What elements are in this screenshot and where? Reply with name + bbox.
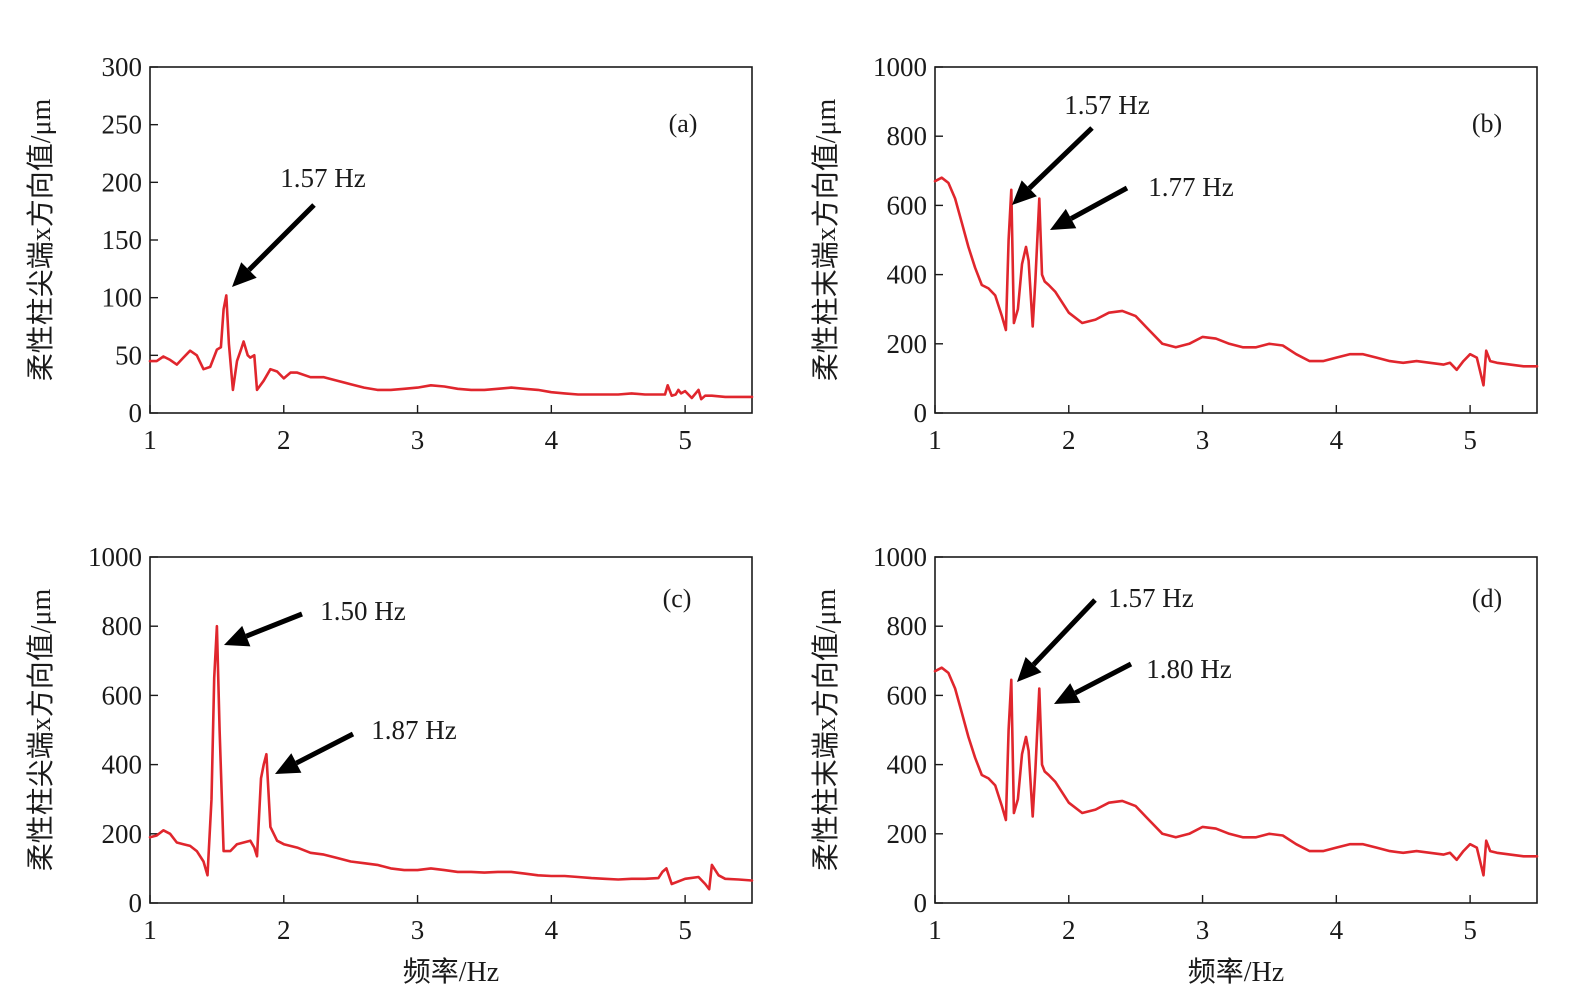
y-tick-label: 200 [887,329,928,359]
plot-frame [149,556,753,904]
x-tick-label: 2 [1062,425,1076,455]
annotation-label: 1.77 Hz [1148,172,1233,202]
y-tick-label: 800 [102,611,143,641]
annotation-arrow [1074,661,1133,696]
x-tick-label: 1 [928,915,942,945]
x-tick-label: 1 [928,425,942,455]
annotation-arrowhead [232,262,257,287]
y-tick-label: 600 [887,680,928,710]
annotation-arrow [1069,185,1129,221]
y-axis-label: 柔性柱尖端x方向值/μm [25,98,57,381]
annotation-arrow [245,611,303,639]
panel-label: (c) [663,584,692,613]
panel-label: (b) [1472,109,1502,138]
x-tick-label: 4 [1330,915,1344,945]
chart-panel-c: 1 2 3 4 5 0 200 400 600 800 1000 柔性柱尖端x方向值/μm 频率/Hz (… [25,542,754,988]
y-tick-label: 600 [887,190,928,220]
y-tick-label: 800 [887,611,928,641]
x-tick-label: 5 [678,915,692,945]
plot-frame [934,66,1538,414]
x-tick-label: 4 [545,425,559,455]
x-tick-label: 2 [277,915,291,945]
x-tick-label: 2 [277,425,291,455]
x-tick-label: 5 [1463,915,1477,945]
annotation-label: 1.57 Hz [280,163,365,193]
series-line [933,666,1539,877]
x-tick-label: 3 [1196,915,1210,945]
annotation-label: 1.50 Hz [320,596,405,626]
panel-label: (d) [1472,584,1502,613]
y-tick-label: 200 [102,819,143,849]
y-axis-label: 柔性柱尖端x方向值/μm [25,588,57,871]
annotation-label: 1.87 Hz [371,715,456,745]
y-tick-label: 50 [115,340,142,370]
chart-panel-d: 1 2 3 4 5 0 200 400 600 800 1000 柔性柱末端x方向值/μm 频率/Hz (… [810,542,1539,988]
y-tick-label: 1000 [873,542,927,572]
y-tick-label: 0 [914,888,928,918]
y-tick-label: 600 [102,680,143,710]
series-line [148,294,754,401]
x-tick-label: 1 [143,425,157,455]
y-tick-label: 800 [887,121,928,151]
annotation-arrowhead [1012,180,1037,205]
annotation-arrowhead [1054,683,1081,704]
y-tick-label: 1000 [88,542,142,572]
annotation-label: 1.57 Hz [1108,583,1193,613]
y-tick-label: 400 [887,260,928,290]
y-tick-label: 300 [102,52,143,82]
annotation-arrow [295,731,355,766]
annotation-arrow [1031,598,1097,667]
y-tick-label: 250 [102,110,143,140]
panel-label: (a) [669,109,698,138]
x-tick-label: 3 [411,425,425,455]
y-tick-label: 0 [129,398,143,428]
plot-frame [934,556,1538,904]
annotation-arrow [247,203,316,272]
y-tick-label: 0 [129,888,143,918]
annotation-arrowhead [224,625,251,647]
x-tick-label: 4 [1330,425,1344,455]
x-tick-label: 2 [1062,915,1076,945]
y-tick-label: 1000 [873,52,927,82]
y-tick-label: 100 [102,283,143,313]
y-tick-label: 400 [887,750,928,780]
annotation-label: 1.80 Hz [1146,654,1231,684]
y-tick-label: 200 [102,167,143,197]
x-axis-label: 频率/Hz [403,956,499,988]
annotation-arrowhead [1017,657,1042,682]
x-tick-label: 5 [1463,425,1477,455]
x-tick-label: 5 [678,425,692,455]
annotation-arrowhead [275,753,302,774]
x-axis-label: 频率/Hz [1188,956,1284,988]
y-tick-label: 200 [887,819,928,849]
x-tick-label: 1 [143,915,157,945]
y-tick-label: 0 [914,398,928,428]
series-line [148,624,754,891]
y-axis-label: 柔性柱末端x方向值/μm [810,98,842,381]
y-axis-label: 柔性柱末端x方向值/μm [810,588,842,871]
y-tick-label: 150 [102,225,143,255]
x-tick-label: 3 [1196,425,1210,455]
plot-frame [149,66,753,414]
y-tick-label: 400 [102,750,143,780]
annotation-arrow [1027,126,1094,191]
x-tick-label: 4 [545,915,559,945]
series-line [933,176,1539,387]
annotation-label: 1.57 Hz [1064,90,1149,120]
x-tick-label: 3 [411,915,425,945]
chart-panel-b: 1 2 3 4 5 0 200 400 600 800 1000 柔性柱末端x方向值/μm (b) 1.5… [810,52,1539,455]
annotation-arrowhead [1050,208,1077,230]
